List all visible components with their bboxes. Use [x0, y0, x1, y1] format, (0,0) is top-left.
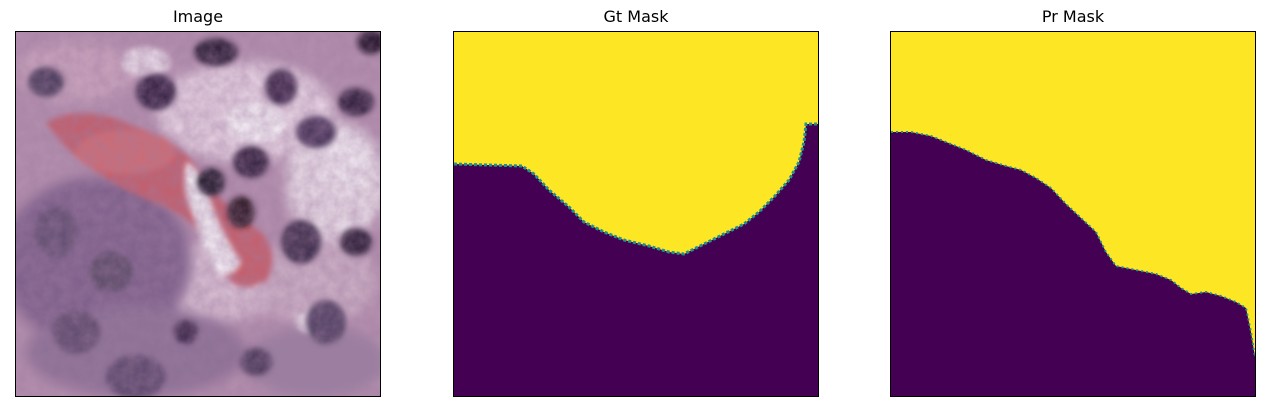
panel-image: Image — [15, 0, 381, 411]
pr-mask-background — [891, 132, 1255, 396]
gt-mask-frame — [453, 31, 819, 397]
histology-image — [16, 32, 380, 396]
panel-title-pr-mask: Pr Mask — [1041, 7, 1105, 26]
pr-mask-boundary — [891, 131, 1255, 358]
panel-title-gt-mask: Gt Mask — [603, 7, 669, 26]
pr-mask-frame — [890, 31, 1256, 397]
gt-mask — [454, 32, 818, 396]
histology-image-frame — [15, 31, 381, 397]
panel-pr-mask: Pr Mask — [890, 0, 1256, 411]
panel-title-image: Image — [172, 7, 224, 26]
gt-mask-background — [454, 124, 818, 396]
gt-mask-boundary — [454, 122, 818, 256]
pr-mask — [891, 32, 1255, 396]
panel-gt-mask: Gt Mask — [453, 0, 819, 411]
